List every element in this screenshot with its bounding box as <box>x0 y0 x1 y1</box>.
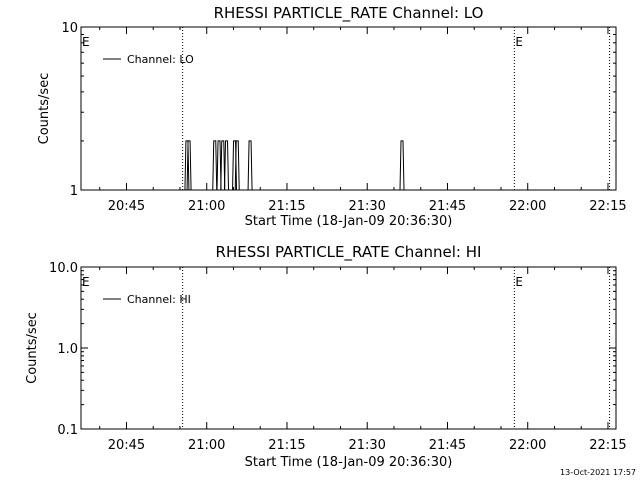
panel-2-legend-label: Channel: HI <box>127 293 191 306</box>
panel-2-x-axis-label: Start Time (18-Jan-09 20:36:30) <box>245 455 453 470</box>
panel-2-y-axis-label: Counts/sec <box>25 312 40 384</box>
panel-1-x-tick-label: 20:45 <box>108 199 145 214</box>
panel-1-series-spike <box>184 140 190 191</box>
panel-2-title: RHESSI PARTICLE_RATE Channel: HI <box>216 243 482 262</box>
panel-1-series-spike <box>216 140 222 191</box>
panel-1-x-tick-label: 22:15 <box>589 199 626 214</box>
panel-1-title: RHESSI PARTICLE_RATE Channel: LO <box>214 4 484 23</box>
panel-1-series-spike <box>186 140 192 191</box>
panel-1-event-mark: E <box>82 35 90 49</box>
panel-2-x-tick-label: 22:15 <box>589 438 626 453</box>
panel-1-series-spike <box>220 140 226 191</box>
panel-2-x-tick-label: 20:45 <box>108 438 145 453</box>
footer-timestamp: 13-Oct-2021 17:57 <box>560 468 636 477</box>
panel-2-y-tick-label: 1.0 <box>57 342 78 357</box>
panel-1-y-tick-label: 10 <box>61 21 78 36</box>
panel-2-x-tick-label: 21:00 <box>188 438 225 453</box>
panel-2-x-tick-label: 21:30 <box>348 438 385 453</box>
panel-2-x-tick-label: 22:00 <box>509 438 546 453</box>
panel-1-x-tick-label: 21:00 <box>188 199 225 214</box>
panel-2-x-tick-label: 21:45 <box>429 438 466 453</box>
panel-1-x-axis-label: Start Time (18-Jan-09 20:36:30) <box>245 214 453 229</box>
panel-2-x-tick-label: 21:15 <box>268 438 305 453</box>
panel-1-legend-label: Channel: LO <box>127 53 194 66</box>
panel-1-event-mark: E <box>515 35 523 49</box>
panel-1-y-axis-label: Counts/sec <box>37 73 52 145</box>
panel-1-series-spike <box>212 140 218 191</box>
panel-1-series-spike <box>247 140 253 191</box>
panel-2-y-tick-label: 0.1 <box>57 423 78 438</box>
panel-1-x-tick-label: 22:00 <box>509 199 546 214</box>
panel-1-x-tick-label: 21:30 <box>348 199 385 214</box>
panel-2-event-mark: E <box>82 275 90 289</box>
panel-1-x-tick-label: 21:45 <box>429 199 466 214</box>
panel-1-series-spike <box>224 140 230 191</box>
panel-1-y-tick-label: 1 <box>70 184 78 199</box>
panel-1-x-tick-label: 21:15 <box>268 199 305 214</box>
panel-2-y-tick-label: 10.0 <box>49 261 78 276</box>
panel-2-event-mark: E <box>515 275 523 289</box>
panel-1-series-spike <box>234 140 240 191</box>
panel-1-series-spike <box>399 140 405 191</box>
